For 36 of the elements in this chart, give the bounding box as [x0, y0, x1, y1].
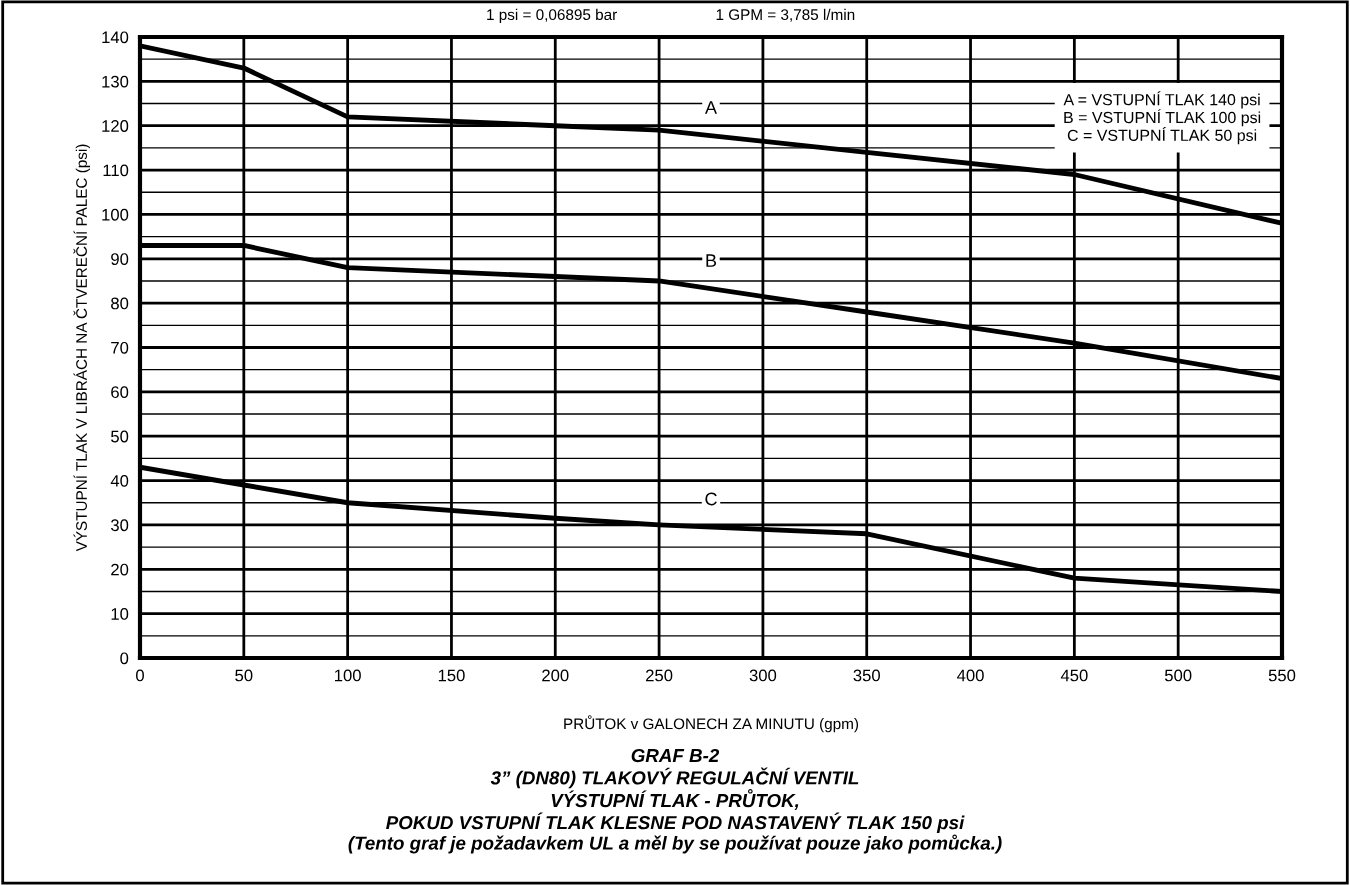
- x-tick-label: 0: [136, 669, 144, 682]
- y-tick-label: 100: [102, 208, 129, 221]
- y-tick-label: 80: [111, 297, 129, 310]
- y-tick-label: 0: [120, 652, 129, 665]
- text: 1 GPM = 3,785 l/min: [716, 8, 855, 22]
- y-tick-label: 30: [110, 519, 129, 532]
- series-label: B: [706, 254, 717, 267]
- x-tick-label: 550: [1268, 669, 1296, 682]
- y-tick-label: 60: [111, 386, 129, 399]
- y-tick-label: 20: [111, 563, 129, 576]
- x-tick-label: 100: [335, 669, 361, 682]
- x-tick-label: 450: [1060, 669, 1088, 682]
- x-tick-label: 50: [235, 669, 253, 682]
- y-tick-label: 120: [102, 120, 129, 132]
- x-tick-label: 150: [438, 669, 465, 682]
- series-label: C: [705, 492, 717, 506]
- y-tick-label: 130: [102, 75, 129, 88]
- text: GRAF B-2 3” (DN80) TLAKOVÝ REGULAČNÍ VENTIL VÝSTUPNÍ TLAK - PRŮTOK, POKUD VSTUPNÍ TLAK KLESNE POD NASTAVENÝ TLAK 150 psi (Tento graf je požadavkem UL a měl by se používat pouze jako pomůcka.): [348, 748, 1002, 854]
- y-tick-label: 90: [111, 253, 129, 265]
- x-tick-label: 350: [853, 669, 880, 682]
- x-tick-label: 500: [1164, 669, 1192, 682]
- y-tick-label: 10: [111, 608, 129, 620]
- x-tick-label: 300: [749, 669, 777, 682]
- text: 1 psi = 0,06895 bar: [487, 8, 617, 24]
- y-tick-label: 50: [111, 430, 129, 443]
- series-label: A: [705, 101, 717, 114]
- y-tick-label: 70: [111, 341, 129, 354]
- x-tick-label: 250: [646, 669, 673, 682]
- y-axis-title: VÝSTUPNÍ TLAK V LIBRÁCH NA ČTVEREČNÍ PALEC (psi): [73, 144, 90, 552]
- x-axis-title: PRŮTOK v GALONECH ZA MINUTU (gpm): [564, 715, 859, 733]
- annotation: A = VSTUPNÍ TLAK 140 psi B = VSTUPNÍ TLAK 100 psi C = VSTUPNÍ TLAK 50 psi: [1063, 91, 1261, 145]
- y-tick-label: 140: [102, 31, 129, 44]
- x-tick-label: 400: [957, 669, 984, 682]
- y-tick-label: 40: [110, 474, 129, 487]
- x-tick-label: 200: [542, 669, 569, 682]
- y-tick-label: 110: [103, 164, 129, 177]
